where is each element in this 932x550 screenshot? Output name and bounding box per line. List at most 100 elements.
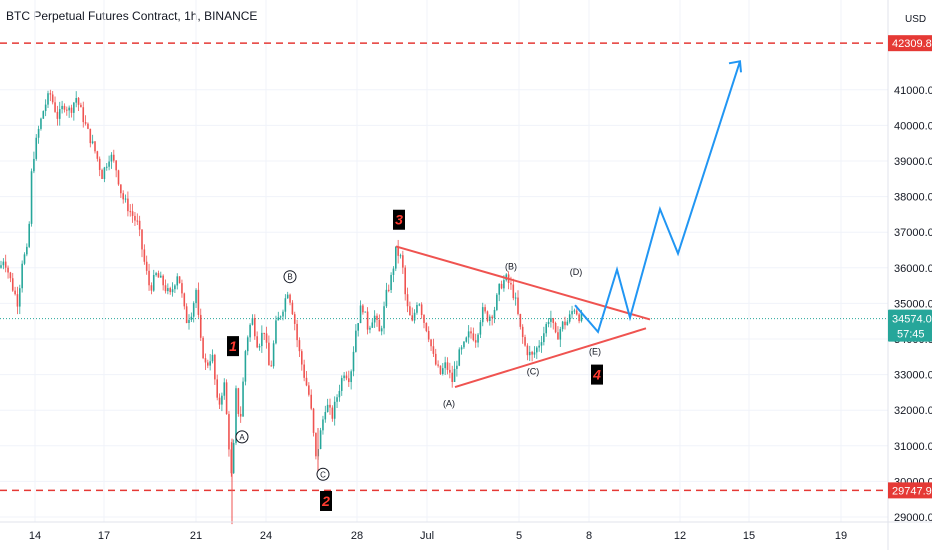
candle-body: [333, 401, 336, 419]
candle-body: [197, 289, 200, 315]
candle-body: [312, 408, 315, 433]
candle-body: [340, 378, 343, 391]
candle-body: [162, 275, 164, 286]
candle-body: [174, 285, 176, 290]
candle-body: [70, 107, 73, 113]
price-tick-label: 39000.0: [894, 156, 932, 168]
candle-body: [413, 312, 416, 321]
candle-body: [350, 371, 352, 383]
candle-body: [427, 330, 430, 340]
price-axis-bg: [888, 0, 932, 550]
projection-line: [574, 61, 741, 334]
candle-body: [0, 265, 2, 268]
candle-body: [98, 158, 101, 170]
candle-body: [512, 284, 515, 299]
candle-body: [26, 246, 28, 255]
candle-body: [225, 382, 228, 415]
candle-body: [7, 267, 9, 273]
candle-body: [47, 93, 49, 105]
time-tick-label: 21: [190, 530, 202, 542]
wave-circle-label: B: [287, 273, 292, 282]
candle-body: [416, 305, 418, 313]
candle-body: [136, 220, 139, 222]
grid: [0, 0, 888, 522]
candle-body: [30, 171, 33, 224]
candle-body: [37, 128, 40, 138]
candle-body: [329, 404, 331, 408]
candle-body: [526, 345, 529, 356]
candle-body: [4, 261, 7, 268]
candle-body: [575, 310, 578, 315]
wave-number: 2: [321, 493, 330, 509]
candle-body: [176, 276, 179, 286]
candle-body: [23, 254, 26, 264]
candle-body: [223, 382, 226, 396]
candle-body: [465, 337, 468, 342]
candle-body: [268, 342, 270, 366]
price-tick-label: 32000.0: [894, 405, 932, 417]
candle-body: [552, 318, 555, 323]
candle-body: [80, 104, 82, 108]
candle-body: [387, 289, 390, 291]
candle-body: [14, 290, 16, 295]
wave-label: (B): [505, 262, 517, 272]
wave-number: 1: [229, 338, 237, 354]
wave-circle-label: C: [320, 470, 326, 479]
trend-line: [395, 245, 651, 321]
price-tick-label: 33000.0: [894, 370, 932, 382]
candle-body: [434, 353, 437, 365]
candle-body: [456, 365, 458, 369]
candle-body: [359, 305, 362, 324]
candle-body: [270, 365, 273, 367]
candle-body: [383, 306, 385, 329]
candle-body: [371, 322, 374, 328]
candle-body: [160, 275, 162, 278]
candle-body: [218, 397, 221, 405]
candle-body: [157, 273, 160, 278]
price-tick-label: 38000.0: [894, 192, 932, 204]
candle-body: [460, 347, 463, 350]
time-tick-label: 5: [516, 530, 522, 542]
price-tick-label: 35000.0: [894, 298, 932, 310]
candle-body: [418, 304, 421, 306]
candle-body: [528, 351, 531, 356]
candle-body: [380, 328, 383, 332]
candle-body: [322, 419, 324, 431]
price-tick-label: 29000.0: [894, 512, 932, 524]
wave-annotations: (A) (B) (C) (D) (E) A B C 1 2 3 4: [227, 209, 603, 511]
candle-body: [181, 283, 183, 294]
wave-number-badge: [393, 209, 405, 230]
price-tick-label: 40000.0: [894, 120, 932, 132]
candle-body: [345, 375, 348, 379]
price-tick-label: 41000.0: [894, 85, 932, 97]
candle-body: [289, 294, 291, 303]
candle-body: [479, 322, 482, 335]
candle-body: [89, 128, 92, 144]
candle-body: [54, 102, 56, 112]
time-tick-label: 15: [743, 530, 755, 542]
time-axis: 14 17 21 24 28 Jul 5 8 12 15 19: [0, 521, 932, 542]
candle-body: [442, 368, 444, 374]
time-tick-label: 24: [260, 530, 272, 542]
candle-body: [251, 318, 254, 325]
candle-body: [481, 307, 484, 323]
candle-body: [390, 274, 392, 290]
candle-body: [423, 314, 425, 323]
candle-body: [557, 332, 559, 340]
candle-body: [169, 288, 171, 293]
candle-body: [164, 285, 167, 292]
candle-body: [486, 311, 489, 322]
candle-body: [406, 294, 409, 307]
candle-body: [246, 337, 249, 352]
candle-body: [2, 261, 5, 266]
candle-body: [315, 432, 317, 457]
candle-body: [467, 331, 470, 338]
level-badge-label: 42309.8: [892, 38, 932, 50]
candle-body: [352, 351, 355, 372]
candle-body: [9, 272, 12, 279]
candle-body: [195, 289, 197, 304]
candle-body: [510, 283, 512, 285]
candle-body: [293, 314, 296, 324]
candle-body: [500, 283, 503, 289]
